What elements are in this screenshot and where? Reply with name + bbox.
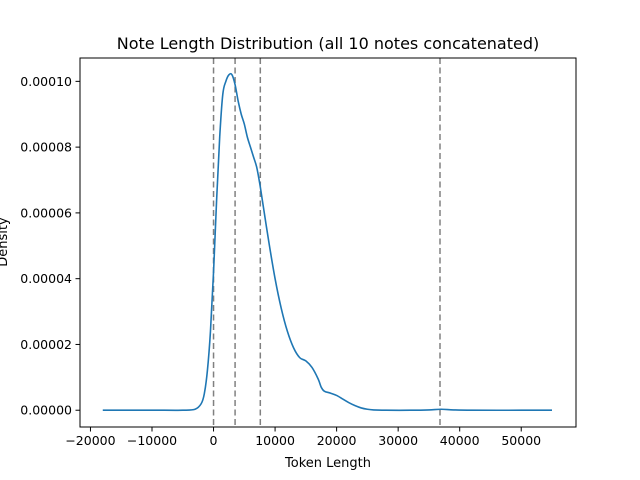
x-tick-label-0: −20000: [65, 433, 115, 448]
x-axis-label: Token Length: [284, 456, 371, 471]
x-tick-label-2: 0: [210, 433, 218, 448]
y-tick-label-2: 0.00004: [20, 271, 72, 286]
x-tick-label-5: 30000: [378, 433, 418, 448]
y-tick-label-1: 0.00002: [20, 337, 72, 352]
plot-frame: [79, 57, 577, 428]
chart-title: Note Length Distribution (all 10 notes c…: [117, 34, 540, 53]
x-tick-label-1: −10000: [127, 433, 177, 448]
y-tick-label-3: 0.00006: [20, 205, 72, 220]
y-tick-label-5: 0.00010: [20, 74, 72, 89]
x-tick-label-6: 40000: [440, 433, 480, 448]
x-tick-label-3: 10000: [255, 433, 295, 448]
y-axis-label: Density: [0, 217, 11, 267]
y-tick-label-0: 0.00000: [20, 403, 72, 418]
x-tick-label-7: 50000: [501, 433, 541, 448]
y-tick-label-4: 0.00008: [20, 140, 72, 155]
series-line-density: [102, 72, 552, 412]
x-tick-label-4: 20000: [317, 433, 357, 448]
y-ticks-group: 0.00000 0.00002 0.00004 0.00006 0.00008 0.000…: [20, 74, 80, 418]
x-ticks-group: −20000 −10000 0 10000 20000 30000 40000 50000: [65, 427, 541, 448]
vertical-lines-group: [212, 58, 441, 427]
series-group: [102, 72, 552, 412]
